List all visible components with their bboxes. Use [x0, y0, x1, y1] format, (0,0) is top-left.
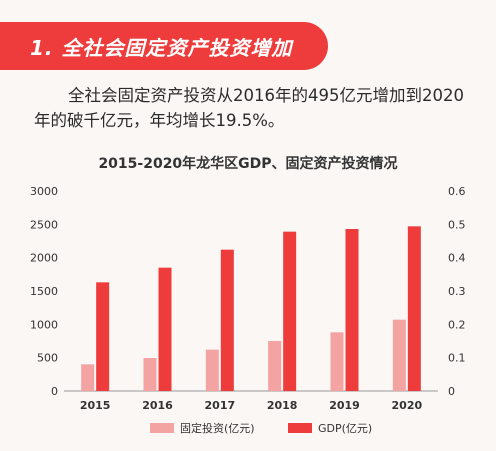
legend-swatch-investment — [150, 423, 174, 433]
right-axis-tick: 0 — [448, 385, 455, 398]
left-axis-tick: 1000 — [30, 318, 58, 331]
section-banner: 1. 全社会固定资产投资增加 — [0, 22, 328, 70]
bar-investment — [81, 364, 95, 391]
left-axis-tick: 3000 — [30, 185, 58, 198]
x-axis-tick: 2018 — [267, 399, 298, 412]
summary-paragraph: 全社会固定资产投资从2016年的495亿元增加到2020年的破千亿元，年均增长1… — [34, 86, 464, 130]
x-axis-tick: 2020 — [392, 399, 423, 412]
legend-label-investment: 固定投资(亿元) — [180, 422, 255, 435]
bar-gdp — [158, 267, 172, 391]
bar-gdp — [345, 229, 359, 391]
bar-investment — [392, 319, 406, 391]
bar-investment — [268, 341, 282, 391]
chart-title: 2015-2020年龙华区GDP、固定资产投资情况 — [98, 156, 398, 172]
section-title: 1. 全社会固定资产投资增加 — [30, 35, 293, 60]
left-axis-tick: 2000 — [30, 252, 58, 265]
x-axis-tick: 2017 — [205, 399, 236, 412]
bar-investment — [205, 349, 219, 391]
right-axis-tick: 0.6 — [448, 185, 466, 198]
legend-label-gdp: GDP(亿元) — [318, 422, 373, 435]
right-axis-tick: 0.3 — [448, 285, 466, 298]
left-axis-tick: 500 — [37, 352, 58, 365]
right-axis-tick: 0.2 — [448, 318, 466, 331]
left-axis-tick: 2500 — [30, 218, 58, 231]
bar-investment — [330, 332, 344, 391]
bar-gdp — [283, 231, 297, 391]
bar-gdp — [220, 249, 234, 391]
right-axis-tick: 0.5 — [448, 218, 466, 231]
chart-legend: 固定投资(亿元) GDP(亿元) — [0, 420, 496, 440]
legend-swatch-gdp — [288, 423, 312, 433]
x-axis-tick: 2016 — [142, 399, 173, 412]
x-axis-tick: 2019 — [329, 399, 360, 412]
bar-gdp — [96, 282, 110, 391]
legend-item-investment: 固定投资(亿元) — [150, 420, 255, 436]
legend-item-gdp: GDP(亿元) — [288, 420, 372, 436]
x-axis-tick: 2015 — [80, 399, 111, 412]
left-axis-tick: 0 — [51, 385, 58, 398]
left-axis-tick: 1500 — [30, 285, 58, 298]
right-axis-tick: 0.1 — [448, 352, 466, 365]
bar-gdp — [407, 226, 421, 391]
right-axis-tick: 0.4 — [448, 252, 466, 265]
bar-investment — [143, 358, 157, 391]
